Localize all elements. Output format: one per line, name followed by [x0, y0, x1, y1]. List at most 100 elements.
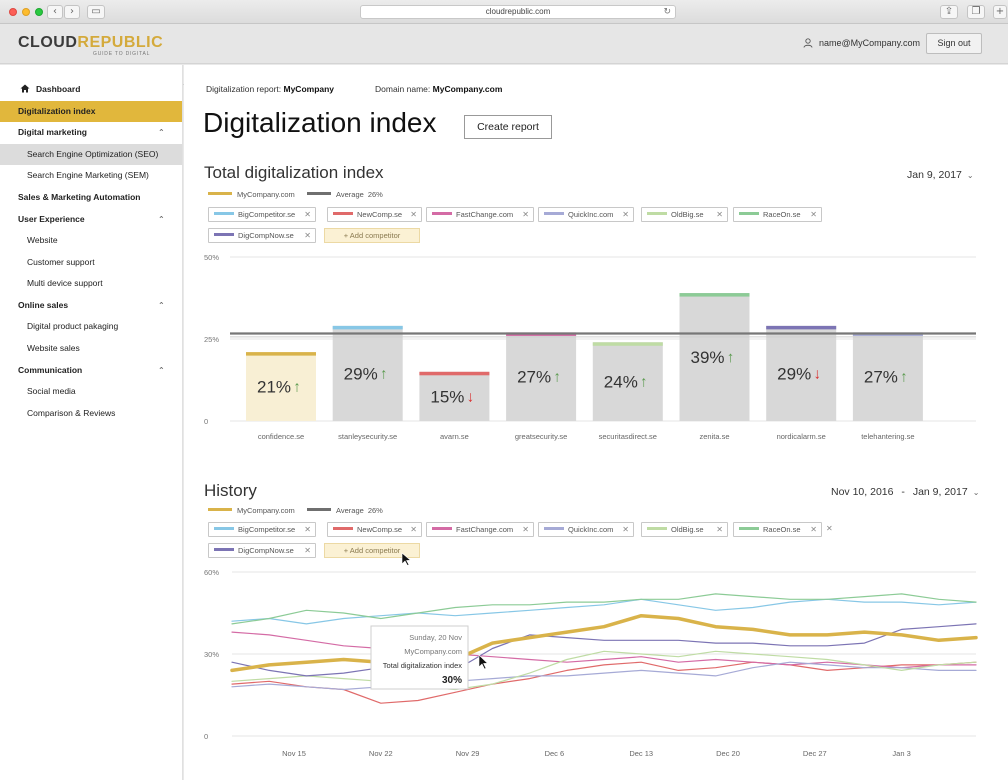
- total-competitor-chip[interactable]: RaceOn.se ✕: [733, 207, 822, 222]
- remove-competitor-icon[interactable]: ✕: [810, 525, 817, 534]
- new-tab-icon[interactable]: +: [993, 5, 1007, 19]
- sidebar-item-digital-product-pakaging[interactable]: Digital product pakaging: [0, 316, 182, 337]
- create-report-button[interactable]: Create report: [464, 115, 552, 139]
- zoom-window-button[interactable]: [35, 8, 43, 16]
- sidebar-item-user-experience[interactable]: User Experience ⌃: [0, 209, 182, 230]
- history-competitor-chip[interactable]: DigCompNow.se ✕: [208, 543, 316, 558]
- total-add-competitor-button[interactable]: + Add competitor: [324, 228, 420, 243]
- sidebar-item-communication[interactable]: Communication ⌃: [0, 360, 182, 381]
- bar-top-accent: [332, 325, 403, 330]
- history-date-range-select[interactable]: Nov 10, 2016 - Jan 9, 2017 ⌄: [831, 486, 979, 498]
- history-competitor-chip[interactable]: RaceOn.se ✕: [733, 522, 822, 537]
- sidebar-toggle-icon[interactable]: ▭: [87, 5, 105, 19]
- legend-swatch: [307, 192, 331, 195]
- sidebar-item-online-sales[interactable]: Online sales ⌃: [0, 295, 182, 316]
- competitor-name: NewComp.se: [357, 210, 403, 219]
- sidebar-item-search-engine-optimization-seo[interactable]: Search Engine Optimization (SEO): [0, 144, 182, 165]
- remove-competitor-icon[interactable]: ✕: [810, 210, 817, 219]
- remove-competitor-icon[interactable]: ✕: [410, 210, 417, 219]
- remove-competitor-icon[interactable]: ✕: [716, 210, 723, 219]
- series-line-fastchange-com[interactable]: [231, 631, 977, 669]
- chevron-up-icon[interactable]: ⌃: [158, 128, 165, 137]
- series-line-newcomp-se[interactable]: [231, 661, 977, 704]
- sidebar-item-dashboard[interactable]: Dashboard: [0, 79, 182, 100]
- sidebar-item-website[interactable]: Website: [0, 230, 182, 251]
- sidebar-item-label: Sales & Marketing Automation: [18, 192, 141, 202]
- bar-stanleysecurity.se[interactable]: 29% ↑: [332, 325, 403, 421]
- sidebar-item-customer-support[interactable]: Customer support: [0, 252, 182, 273]
- remove-competitor-icon[interactable]: ✕: [522, 210, 529, 219]
- back-icon[interactable]: ‹: [47, 5, 63, 19]
- bar-top-accent: [592, 342, 663, 346]
- history-competitor-chip[interactable]: NewComp.se ✕: [327, 522, 422, 537]
- series-line-oldbig-se[interactable]: [231, 650, 977, 691]
- remove-competitor-icon[interactable]: ✕: [304, 231, 311, 240]
- app-header: CLOUDREPUBLIC GUIDE TO DIGITAL name@MyCo…: [0, 24, 1008, 64]
- remove-competitor-icon[interactable]: ✕: [622, 525, 629, 534]
- competitor-swatch: [214, 212, 234, 215]
- remove-competitor-icon[interactable]: ✕: [622, 210, 629, 219]
- sidebar-item-website-sales[interactable]: Website sales: [0, 338, 182, 359]
- remove-competitor-icon[interactable]: ✕: [304, 210, 311, 219]
- reload-icon[interactable]: ↻: [663, 7, 671, 17]
- competitor-name: OldBig.se: [671, 525, 704, 534]
- remove-competitor-icon[interactable]: ✕: [826, 524, 833, 533]
- sidebar-item-search-engine-marketing-sem[interactable]: Search Engine Marketing (SEM): [0, 165, 182, 186]
- sidebar-item-digitalization-index[interactable]: Digitalization index: [0, 101, 182, 122]
- history-competitor-chip[interactable]: QuickInc.com ✕: [538, 522, 634, 537]
- logo[interactable]: CLOUDREPUBLIC: [18, 34, 163, 52]
- sidebar-item-social-media[interactable]: Social media: [0, 381, 182, 402]
- sidebar-item-digital-marketing[interactable]: Digital marketing ⌃: [0, 122, 182, 143]
- remove-competitor-icon[interactable]: ✕: [304, 525, 311, 534]
- sidebar-item-comparison-reviews[interactable]: Comparison & Reviews: [0, 403, 182, 424]
- total-competitor-chip[interactable]: QuickInc.com ✕: [538, 207, 634, 222]
- chevron-up-icon[interactable]: ⌃: [158, 366, 165, 375]
- x-tick-label: avarn.se: [440, 432, 469, 441]
- bar-zenita.se[interactable]: 39% ↑: [679, 293, 750, 421]
- legend-average-value: 26%: [367, 190, 383, 199]
- sidebar-item-label: Customer support: [27, 257, 95, 267]
- total-competitor-chip[interactable]: FastChange.com ✕: [426, 207, 534, 222]
- tabs-icon[interactable]: ❐: [967, 5, 985, 19]
- history-competitor-chip[interactable]: FastChange.com ✕: [426, 522, 534, 537]
- forward-icon[interactable]: ›: [64, 5, 80, 19]
- mouse-cursor-icon: [478, 654, 489, 670]
- bar-telehantering.se[interactable]: 27% ↑: [852, 332, 923, 421]
- series-line-quickinc-com[interactable]: [231, 661, 977, 691]
- bar-value-label: 27%: [864, 368, 898, 387]
- remove-competitor-icon[interactable]: ✕: [716, 525, 723, 534]
- user-account[interactable]: name@MyCompany.com: [803, 38, 920, 48]
- competitor-name: QuickInc.com: [568, 210, 614, 219]
- sidebar-item-multi-device-support[interactable]: Multi device support: [0, 273, 182, 294]
- total-competitor-chip[interactable]: DigCompNow.se ✕: [208, 228, 316, 243]
- chevron-up-icon[interactable]: ⌃: [158, 215, 165, 224]
- series-line-raceon-se[interactable]: [231, 593, 977, 625]
- close-window-button[interactable]: [9, 8, 17, 16]
- sign-out-button[interactable]: Sign out: [926, 33, 982, 54]
- x-tick-label: Dec 27: [803, 749, 827, 758]
- total-index-heading: Total digitalization index: [204, 163, 384, 182]
- remove-competitor-icon[interactable]: ✕: [304, 546, 311, 555]
- series-line-bigcompetitor-se[interactable]: [231, 598, 977, 625]
- total-competitor-chip[interactable]: OldBig.se ✕: [641, 207, 728, 222]
- sidebar-item-sales-marketing-automation[interactable]: Sales & Marketing Automation: [0, 187, 182, 208]
- bar-confidence.se[interactable]: 21% ↑: [246, 352, 316, 421]
- address-bar[interactable]: cloudrepublic.com ↻: [360, 5, 676, 19]
- bar-nordicalarm.se[interactable]: 29% ↓: [766, 325, 837, 421]
- total-competitor-chip[interactable]: BigCompetitor.se ✕: [208, 207, 316, 222]
- chevron-up-icon[interactable]: ⌃: [158, 301, 165, 310]
- series-line-mycompany-com[interactable]: [230, 613, 978, 673]
- remove-competitor-icon[interactable]: ✕: [522, 525, 529, 534]
- minimize-window-button[interactable]: [22, 8, 30, 16]
- history-competitor-chip[interactable]: BigCompetitor.se ✕: [208, 522, 316, 537]
- remove-competitor-icon[interactable]: ✕: [410, 525, 417, 534]
- history-competitor-chip[interactable]: OldBig.se ✕: [641, 522, 728, 537]
- history-add-competitor-button[interactable]: + Add competitor: [324, 543, 420, 558]
- total-competitor-chip[interactable]: NewComp.se ✕: [327, 207, 422, 222]
- total-date-select[interactable]: Jan 9, 2017 ⌄: [907, 169, 974, 181]
- bar-securitasdirect.se[interactable]: 24% ↑: [592, 342, 663, 421]
- series-line-digcompnow-se[interactable]: [231, 623, 977, 677]
- share-icon[interactable]: ⇪: [940, 5, 958, 19]
- bar-avarn.se[interactable]: 15% ↓: [419, 371, 490, 421]
- bar-greatsecurity.se[interactable]: 27% ↑: [506, 332, 577, 421]
